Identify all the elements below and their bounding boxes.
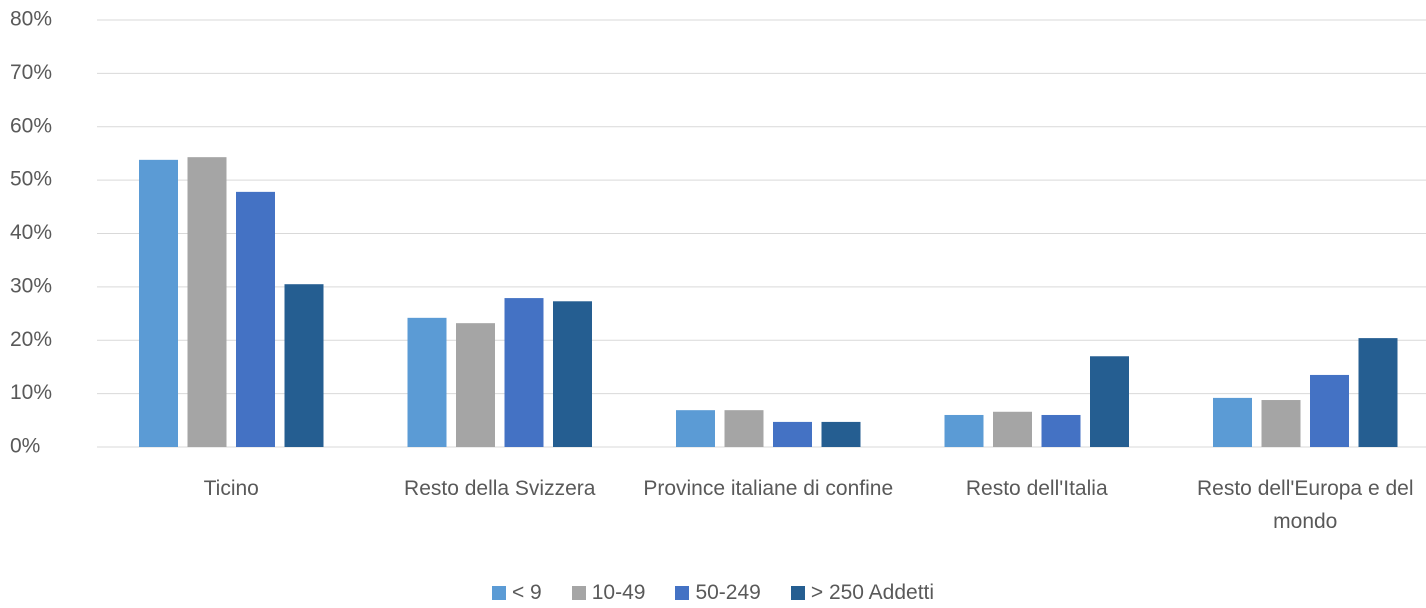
bar [1041, 414, 1081, 447]
bar [821, 421, 861, 447]
y-tick-label: 70% [10, 61, 52, 84]
x-tick-label: Resto dell'Europa e del mondo [1197, 477, 1414, 533]
bar [1310, 374, 1349, 447]
bar [187, 157, 227, 447]
y-tick-label: 0% [10, 435, 40, 458]
y-tick-label: 20% [10, 328, 52, 351]
bar [284, 284, 324, 447]
bar [139, 159, 178, 447]
bar [676, 410, 715, 447]
bar [504, 298, 544, 447]
legend-item: > 250 Addetti [790, 581, 935, 605]
y-tick-label: 10% [10, 381, 52, 404]
y-tick-label: 40% [10, 221, 52, 244]
bar [553, 301, 592, 447]
bar [944, 414, 984, 447]
bar [456, 323, 495, 447]
bar [1358, 338, 1398, 447]
bar [773, 421, 812, 447]
bar [993, 411, 1032, 447]
legend-label: 50-249 [695, 581, 761, 604]
legend-swatch [571, 586, 586, 600]
bar [1090, 356, 1129, 447]
legend-item: 10-49 [571, 581, 646, 605]
x-tick-label: Province italiane di confine [643, 477, 894, 500]
y-tick-label: 60% [10, 114, 52, 137]
y-tick-label: 80% [10, 8, 52, 31]
y-tick-label: 50% [10, 168, 52, 191]
legend-item: 50-249 [675, 581, 761, 605]
bar [724, 410, 764, 447]
legend-label: > 250 Addetti [810, 581, 935, 604]
legend-label: < 9 [511, 581, 542, 604]
y-tick-label: 30% [10, 274, 52, 297]
legend-item: < 9 [491, 581, 542, 605]
bar [1213, 397, 1252, 447]
legend-swatch [491, 586, 506, 600]
bar [236, 191, 275, 447]
legend: < 9 10-49 50-249 > 250 Addetti [0, 581, 1426, 605]
legend-swatch [675, 586, 690, 600]
bar [407, 317, 447, 447]
x-tick-label: Resto dell'Italia [965, 477, 1108, 500]
x-tick-label: Resto della Svizzera [404, 477, 596, 500]
legend-label: 10-49 [591, 581, 646, 604]
x-tick-label: Ticino [203, 477, 259, 500]
legend-swatch [790, 586, 805, 600]
bar [1261, 400, 1301, 447]
